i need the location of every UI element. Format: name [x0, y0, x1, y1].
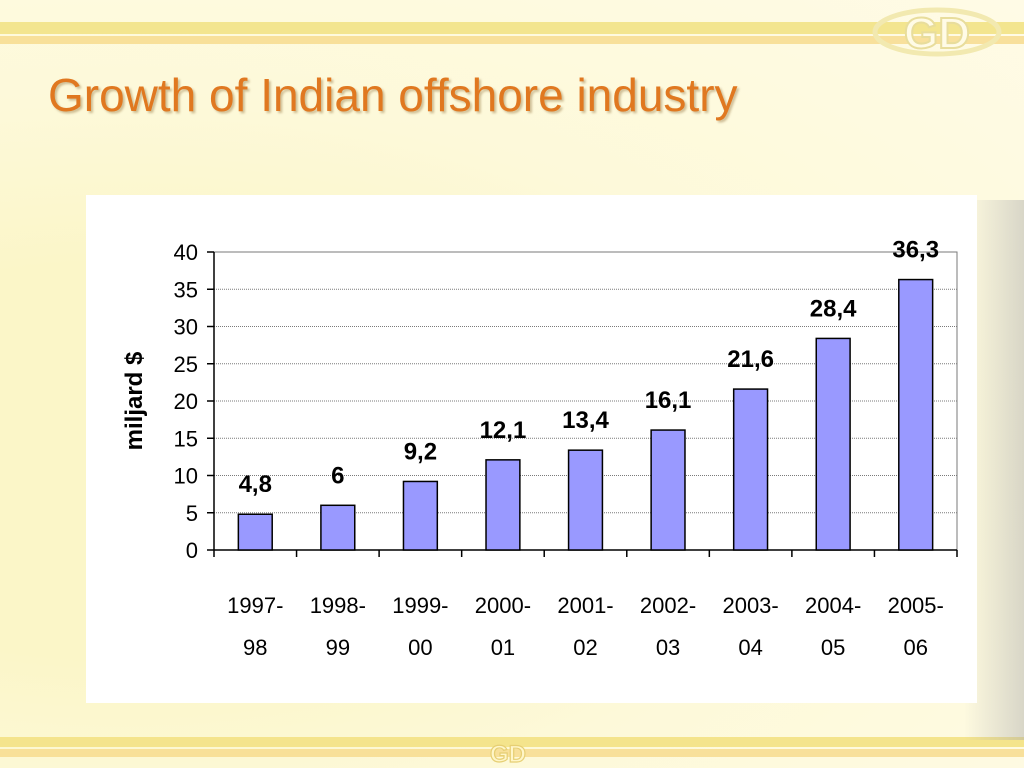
x-category-label-0-line1: 1997-: [227, 593, 283, 618]
x-category-label-6-line1: 2003-: [722, 593, 778, 618]
data-label-1: 6: [331, 462, 344, 489]
bar-4: [567, 449, 604, 551]
y-tick-label-7: 35: [174, 277, 198, 302]
y-tick-label-8: 40: [174, 240, 198, 265]
x-category-label-5-line2: 03: [656, 635, 680, 660]
data-label-3: 12,1: [480, 417, 527, 444]
x-category-label-3-line1: 2000-: [475, 593, 531, 618]
bottom-stripe: [0, 737, 1024, 747]
chart-panel: 0 5 10 15 20 25 30 35 40 4,8 1997- 98 6 1998- 99 9,2 199…: [86, 195, 977, 703]
data-label-7: 28,4: [810, 295, 857, 322]
gd-logo-icon: GD: [872, 7, 1002, 58]
slide-title: Growth of Indian offshore industry: [48, 69, 738, 121]
y-tick-label-1: 5: [186, 501, 198, 526]
bar-8: [898, 278, 934, 551]
top-stripe-secondary: [0, 36, 1024, 44]
bar-2: [402, 480, 439, 551]
data-label-6: 21,6: [727, 346, 774, 373]
x-category-label-7-line2: 05: [821, 635, 845, 660]
bar-7: [815, 337, 851, 551]
y-tick-label-3: 15: [174, 426, 198, 451]
x-category-label-3-line2: 01: [491, 635, 515, 660]
x-category-label-8-line2: 06: [903, 635, 927, 660]
gd-footer-logo-icon: GD: [489, 740, 526, 766]
y-axis-title: miljard $: [121, 351, 148, 450]
y-tick-label-5: 25: [174, 352, 198, 377]
x-category-label-6-line2: 04: [738, 635, 762, 660]
y-tick-label-4: 20: [174, 389, 198, 414]
x-category-label-2-line1: 1999-: [392, 593, 448, 618]
x-category-label-8-line1: 2005-: [888, 593, 944, 618]
y-tick-label-0: 0: [186, 538, 198, 563]
bar-chart: 05101520253035404,81997-9861998-999,2199…: [121, 237, 958, 660]
bar-6: [732, 388, 769, 551]
bottom-stripe-secondary: [0, 749, 1024, 757]
x-category-label-0-line2: 98: [243, 635, 267, 660]
y-tick-label-2: 10: [174, 464, 198, 489]
data-label-8: 36,3: [892, 237, 939, 264]
x-category-label-1-line2: 99: [326, 635, 350, 660]
svg-text:GD: GD: [904, 9, 970, 58]
data-label-0: 4,8: [239, 471, 272, 498]
bar-1: [320, 504, 356, 551]
x-category-label-4-line1: 2001-: [557, 593, 613, 618]
svg-text:GD: GD: [490, 741, 526, 766]
bar-0: [237, 513, 273, 551]
bar-5: [650, 429, 686, 551]
x-category-label-7-line1: 2004-: [805, 593, 861, 618]
x-category-label-1-line1: 1998-: [310, 593, 366, 618]
x-category-label-4-line2: 02: [573, 635, 597, 660]
x-category-label-2-line2: 00: [408, 635, 432, 660]
bar-3: [485, 459, 521, 551]
data-label-5: 16,1: [645, 387, 692, 414]
y-tick-label-6: 30: [174, 315, 198, 340]
data-label-2: 9,2: [404, 438, 437, 465]
x-category-label-5-line1: 2002-: [640, 593, 696, 618]
data-label-4: 13,4: [562, 407, 609, 434]
top-stripe: [0, 22, 1024, 34]
